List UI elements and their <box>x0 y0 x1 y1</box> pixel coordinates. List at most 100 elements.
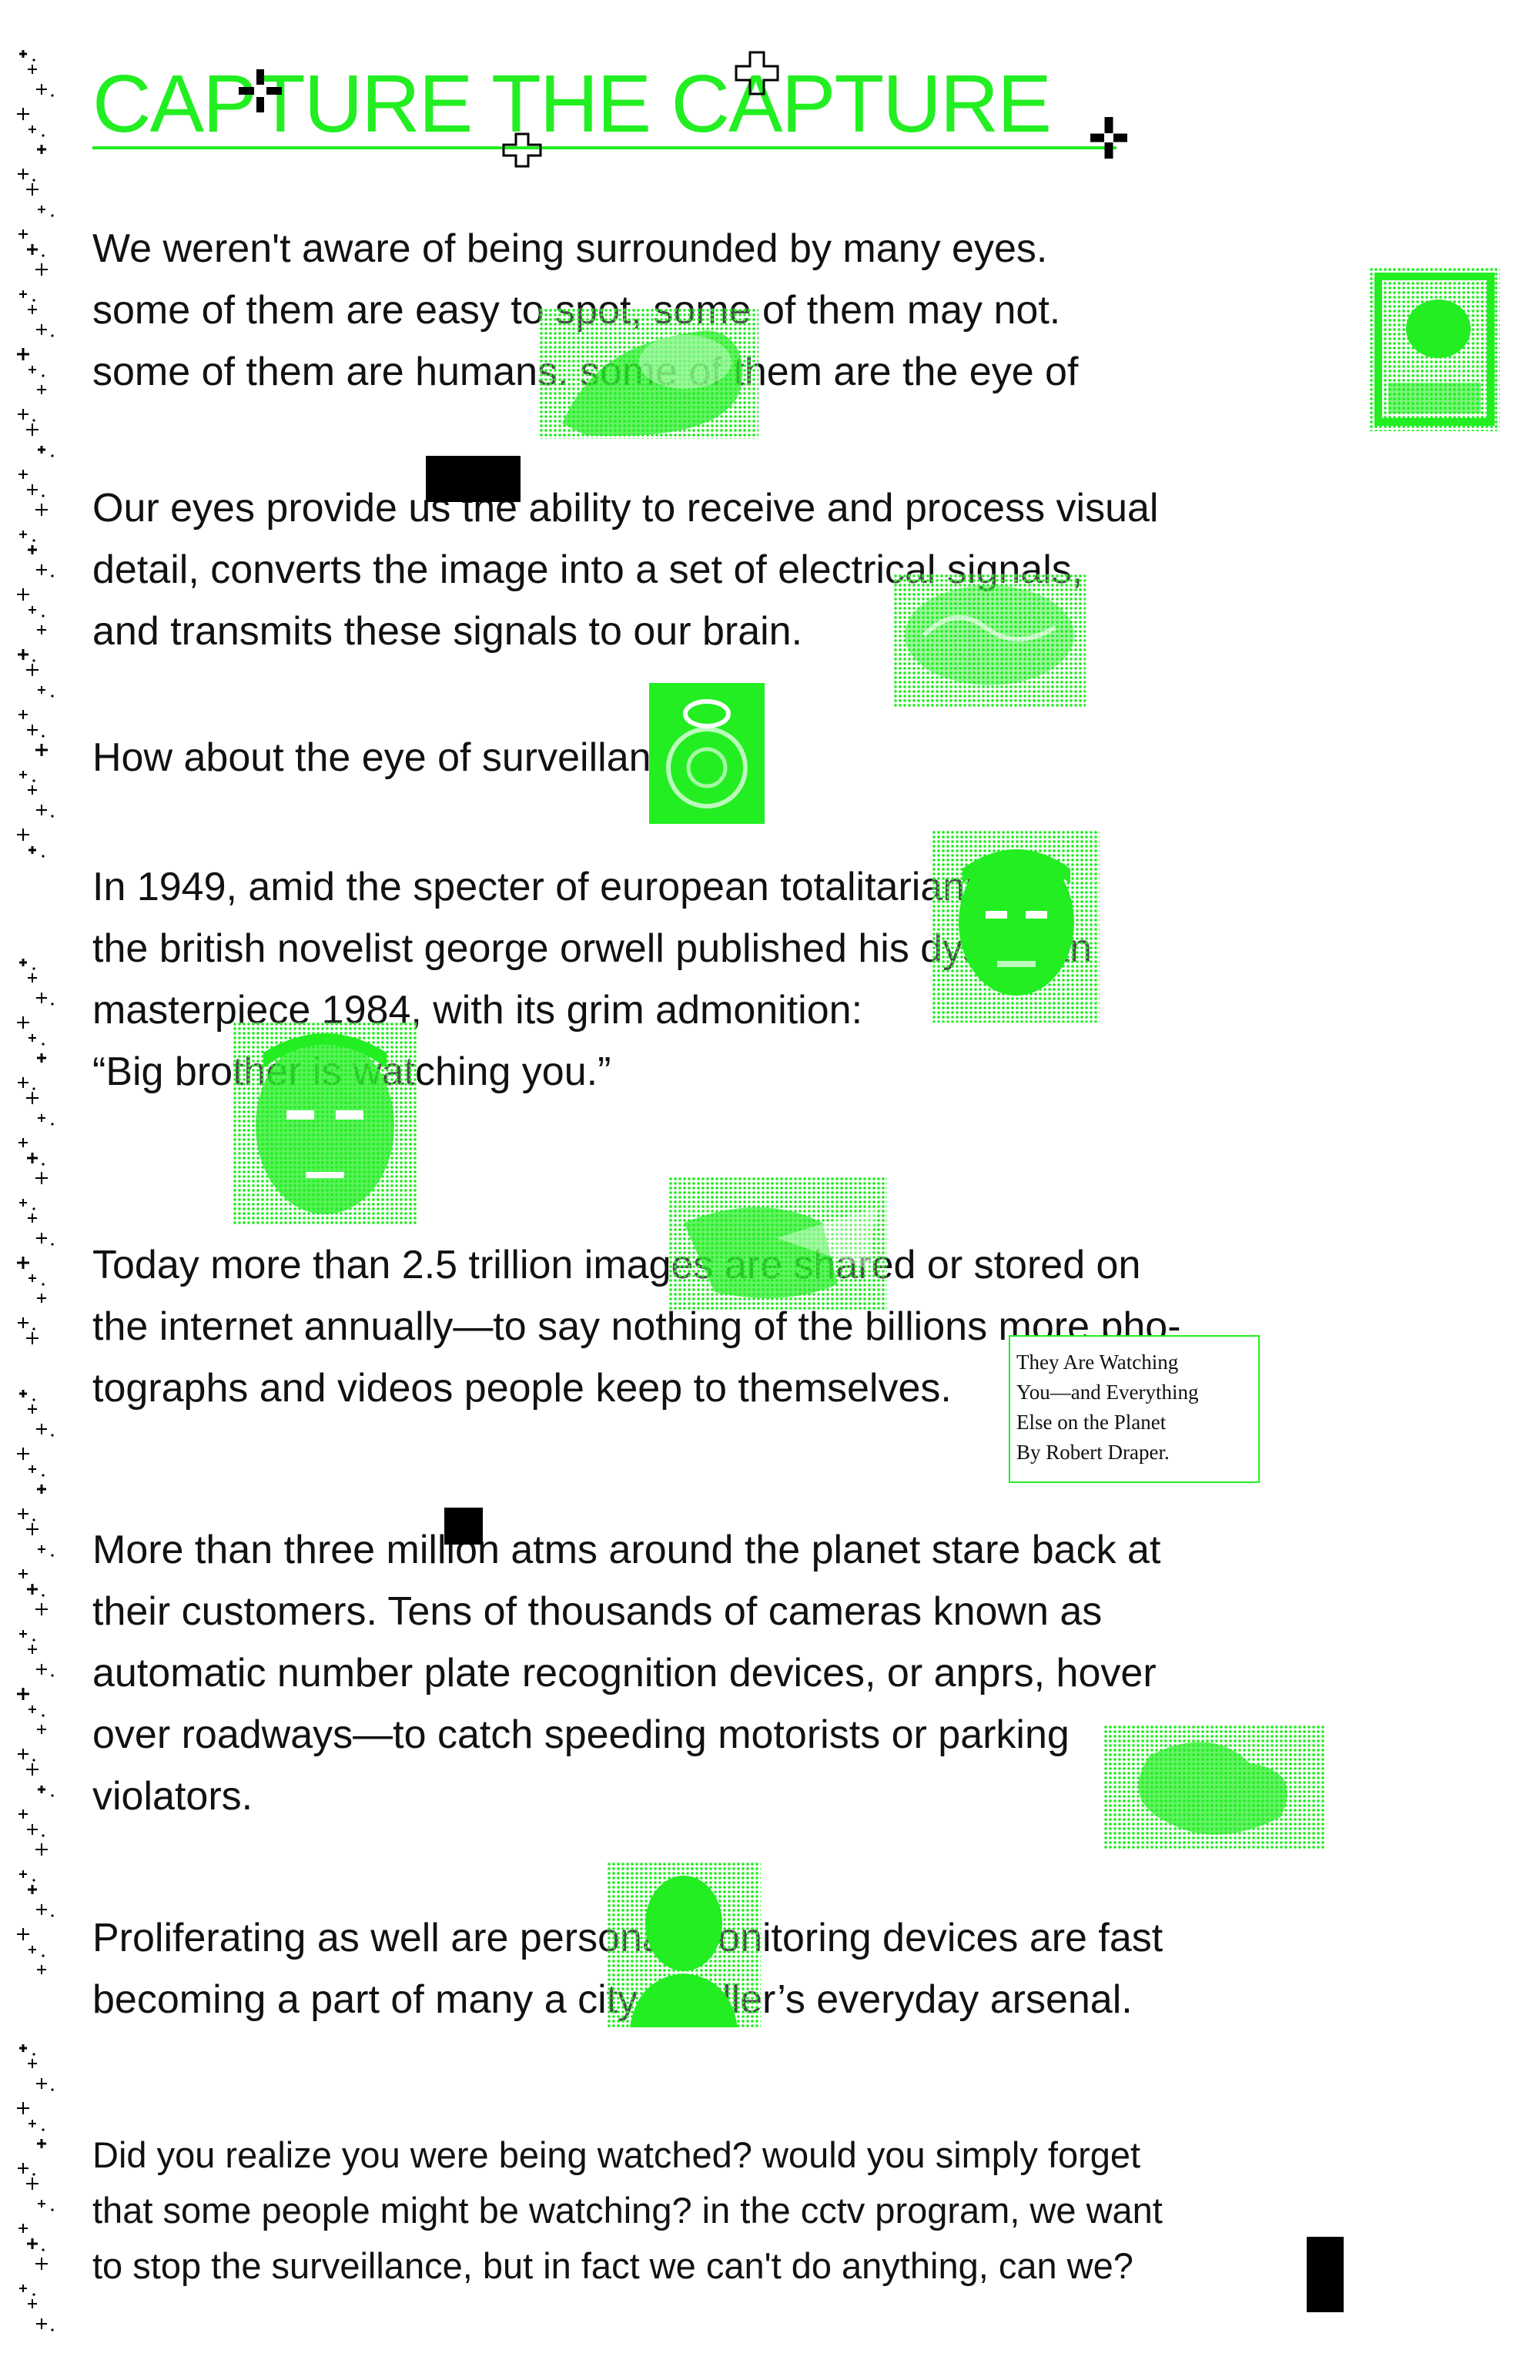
dot-ornament-icon <box>32 1207 35 1210</box>
halftone-atm-image <box>1103 1725 1324 1850</box>
dot-ornament-icon <box>51 815 54 818</box>
dot-ornament-icon <box>32 179 35 182</box>
plus-ornament-icon <box>28 1465 36 1473</box>
dot-ornament-icon <box>42 614 45 618</box>
halftone-person-image <box>607 1862 761 2027</box>
plus-ornament-icon <box>35 263 48 276</box>
text-line: to stop the surveillance, but in fact we… <box>92 2245 1133 2286</box>
side-ornament-glyphs <box>17 50 54 858</box>
dot-ornament-icon <box>51 1794 54 1797</box>
title-underline <box>92 146 1116 149</box>
plus-ornament-icon <box>17 1688 29 1700</box>
plus-ornament-icon <box>19 1390 27 1398</box>
text-line: Our eyes provide us the ability to recei… <box>92 486 1159 531</box>
dot-ornament-icon <box>42 374 45 377</box>
plus-ornament-icon <box>37 1053 46 1063</box>
dot-ornament-icon <box>51 454 54 457</box>
plus-ornament-icon <box>27 725 38 735</box>
dot-ornament-icon <box>51 1434 54 1437</box>
plus-ornament-icon <box>36 1904 47 1915</box>
dot-ornament-icon <box>51 1554 54 1557</box>
dot-ornament-icon <box>32 1759 35 1762</box>
plus-ornament-icon <box>18 1317 28 1328</box>
dot-ornament-icon <box>32 2053 35 2056</box>
side-ornament-column <box>11 2040 57 2333</box>
plus-ornament-icon <box>28 846 36 854</box>
text-line: the internet annually—to say nothing of … <box>92 1304 1181 1349</box>
plus-ornament-icon <box>35 2258 48 2270</box>
plus-ornament-icon <box>18 649 28 660</box>
plus-ornament-icon <box>37 1294 46 1303</box>
plus-ornament-icon <box>36 993 47 1003</box>
text-line: How about the eye of surveillance? <box>92 735 716 780</box>
text-line: masterpiece 1984, with its grim admoniti… <box>92 988 863 1033</box>
plus-ornament-icon <box>36 1424 47 1434</box>
plus-ornament-icon <box>19 1870 27 1878</box>
plus-ornament-icon <box>27 244 38 255</box>
dot-ornament-icon <box>32 1087 35 1090</box>
plus-ornament-icon <box>35 504 48 516</box>
text-line: tographs and videos people keep to thems… <box>92 1366 952 1411</box>
plus-ornament-icon <box>17 828 29 841</box>
plus-ornament-icon <box>28 1885 37 1894</box>
plus-ornament-icon <box>19 1630 27 1638</box>
text-line: their customers. Tens of thousands of ca… <box>92 1589 1103 1634</box>
plus-ornament-icon <box>18 1569 28 1578</box>
plus-ornament-icon <box>36 2318 47 2329</box>
plus-ornament-icon <box>28 2120 36 2127</box>
plus-ornament-icon <box>35 1843 48 1856</box>
plus-ornament-icon <box>28 545 37 554</box>
text-line: violators. <box>92 1774 253 1819</box>
plus-ornament-icon <box>28 366 36 373</box>
plus-ornament-icon <box>17 108 29 120</box>
plus-ornament-icon <box>18 229 28 239</box>
plus-ornament-icon <box>17 588 29 601</box>
dot-ornament-icon <box>42 1834 45 1837</box>
dot-ornament-icon <box>42 2128 45 2131</box>
plus-ornament-icon <box>17 1016 29 1029</box>
plus-ornament-icon <box>28 2299 37 2308</box>
plus-ornament-icon <box>36 324 47 335</box>
plus-ornament-icon <box>38 686 45 694</box>
dot-ornament-icon <box>32 2293 35 2296</box>
halftone-orwell-portrait-image <box>932 830 1100 1023</box>
side-ornament-glyphs <box>17 1390 54 1974</box>
dot-ornament-icon <box>42 1714 45 1717</box>
plus-ornament-icon <box>18 2163 28 2174</box>
dot-ornament-icon <box>42 254 45 257</box>
halftone-hand-image <box>539 308 758 439</box>
plus-ornament-icon <box>28 1645 37 1654</box>
halftone-brain-image <box>893 574 1086 708</box>
dot-ornament-icon <box>51 1674 54 1677</box>
plus-ornament-icon <box>17 1257 29 1269</box>
plus-ornament-icon <box>36 2078 47 2089</box>
plus-ornament-icon <box>28 1705 36 1713</box>
plus-ornament-icon <box>36 805 47 815</box>
dot-ornament-icon <box>51 334 54 337</box>
redaction-block <box>444 1508 483 1545</box>
plus-ornament-icon <box>26 183 38 196</box>
dot-ornament-icon <box>51 1003 54 1006</box>
plus-ornament-icon <box>28 126 36 133</box>
plus-ornament-icon <box>28 2059 37 2068</box>
plus-ornament-icon <box>28 785 37 795</box>
plus-ornament-icon <box>26 1523 38 1535</box>
eyes-paragraph: Our eyes provide us the ability to recei… <box>92 477 1158 662</box>
dot-ornament-icon <box>51 1914 54 1917</box>
plus-ornament-icon <box>27 484 38 495</box>
side-ornament-glyphs <box>17 2044 54 2331</box>
dot-ornament-icon <box>42 1594 45 1597</box>
plus-ornament-icon <box>17 2102 29 2114</box>
plus-ornament-icon <box>26 1332 38 1344</box>
plus-ornament-icon <box>37 1485 46 1494</box>
plus-ornament-icon <box>27 1584 38 1595</box>
plus-ornament-icon <box>18 169 28 179</box>
plus-ornament-icon <box>26 1092 38 1104</box>
plus-ornament-icon <box>37 2139 46 2148</box>
dot-ornament-icon <box>42 1474 45 1477</box>
plus-ornament-icon <box>19 1199 27 1207</box>
plus-ornament-icon <box>38 1786 45 1793</box>
plus-ornament-icon <box>38 446 45 454</box>
dot-ornament-icon <box>51 695 54 698</box>
halftone-photo-image <box>668 1177 887 1311</box>
